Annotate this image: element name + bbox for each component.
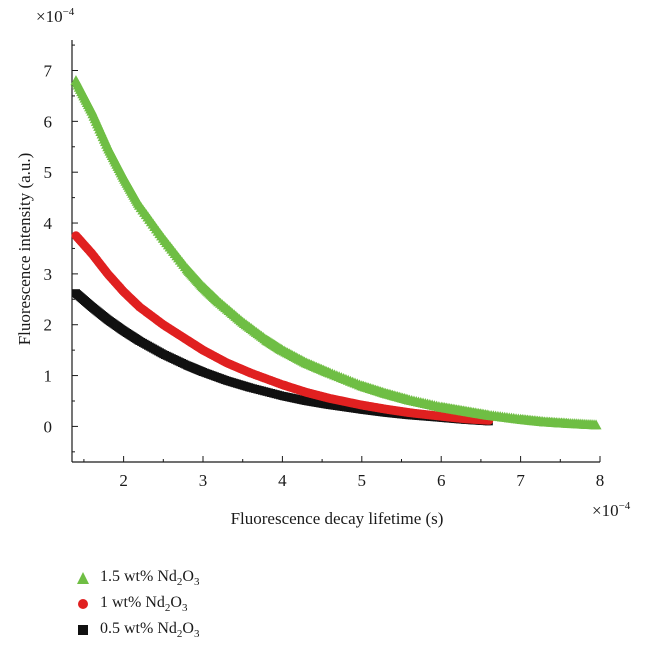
y-tick-label: 4: [44, 214, 53, 233]
y-multiplier: ×10−4: [36, 6, 75, 26]
legend-item-series-1: 1 wt% Nd2O3: [76, 591, 199, 617]
y-tick-label: 6: [44, 112, 53, 131]
legend-label: 1.5 wt% Nd2O3: [100, 567, 200, 589]
y-axis-label: Fluorescence intensity (a.u.): [15, 153, 34, 346]
legend-item-series-2: 0.5 wt% Nd2O3: [76, 617, 199, 643]
y-tick-label: 2: [44, 316, 53, 335]
circle-marker-icon: [76, 597, 90, 611]
ticks-layer: 2 3 4 5 6 7 8 0 1 2 3 4 5 6 7: [44, 44, 605, 490]
triangle-marker-icon: [76, 571, 90, 585]
series-1: [71, 231, 494, 425]
legend-item-series-0: 1.5 wt% Nd2O3: [76, 565, 199, 591]
legend-label: 1 wt% Nd2O3: [100, 593, 188, 615]
data-point: [590, 419, 602, 430]
x-tick-label: 5: [358, 471, 367, 490]
plot-frame: [71, 40, 600, 463]
decay-chart: 2 3 4 5 6 7 8 0 1 2 3 4 5 6 7 ×10−4 ×10−4 Fluorescence…: [15, 6, 631, 528]
legend-label: 0.5 wt% Nd2O3: [100, 619, 200, 641]
x-tick-label: 8: [596, 471, 605, 490]
y-tick-label: 3: [44, 265, 53, 284]
square-marker-icon: [76, 623, 90, 637]
y-tick-label: 7: [44, 62, 53, 81]
x-tick-label: 7: [516, 471, 525, 490]
x-axis-label: Fluorescence decay lifetime (s): [231, 509, 444, 528]
series-0: [70, 75, 602, 430]
y-tick-label: 0: [44, 417, 53, 436]
x-tick-label: 6: [437, 471, 446, 490]
x-tick-label: 3: [199, 471, 208, 490]
y-tick-label: 1: [44, 367, 53, 386]
legend: 1.5 wt% Nd2O3 1 wt% Nd2O3 0.5 wt% Nd2O3: [76, 565, 199, 643]
series-layer: [70, 75, 602, 430]
y-tick-label: 5: [44, 163, 53, 182]
x-tick-label: 2: [119, 471, 128, 490]
x-multiplier: ×10−4: [592, 500, 631, 520]
x-tick-label: 4: [278, 471, 287, 490]
